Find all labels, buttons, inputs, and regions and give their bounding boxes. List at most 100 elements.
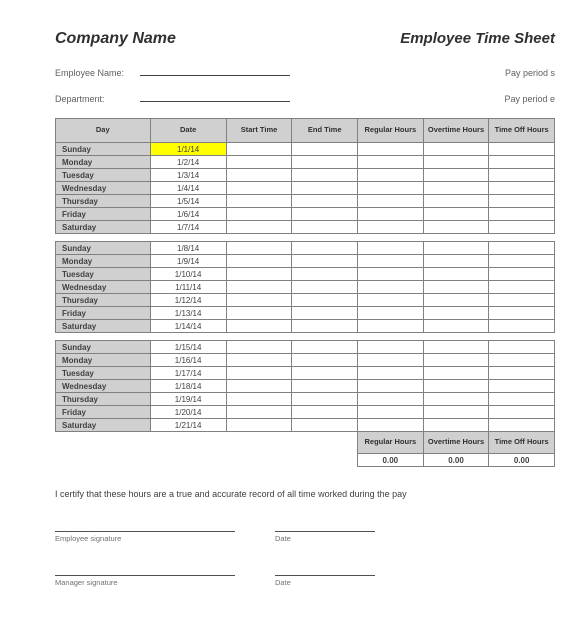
value-cell (292, 143, 358, 156)
day-cell: Wednesday (56, 182, 151, 195)
date-line-2 (275, 575, 375, 576)
value-cell (358, 268, 424, 281)
value-cell (292, 156, 358, 169)
value-cell (489, 242, 555, 255)
value-cell (226, 195, 292, 208)
date-cell: 1/3/14 (150, 169, 226, 182)
value-cell (226, 393, 292, 406)
employee-name-line (140, 66, 290, 76)
date-line-1 (275, 531, 375, 532)
value-cell (292, 195, 358, 208)
document-header: Company Name Employee Time Sheet (55, 30, 555, 48)
date-cell: 1/10/14 (150, 268, 226, 281)
table-row: Sunday1/1/14 (56, 143, 555, 156)
value-cell (226, 294, 292, 307)
value-cell (489, 195, 555, 208)
day-cell: Monday (56, 354, 151, 367)
value-cell (358, 406, 424, 419)
value-cell (489, 393, 555, 406)
totals-value-cell: 0.00 (423, 454, 489, 467)
date-cell: 1/20/14 (150, 406, 226, 419)
value-cell (292, 255, 358, 268)
value-cell (423, 143, 489, 156)
value-cell (423, 294, 489, 307)
value-cell (226, 221, 292, 234)
date-cell: 1/5/14 (150, 195, 226, 208)
table-row: Sunday1/15/14 (56, 341, 555, 354)
date-cell: 1/7/14 (150, 221, 226, 234)
value-cell (358, 307, 424, 320)
value-cell (489, 156, 555, 169)
value-cell (489, 255, 555, 268)
value-cell (226, 156, 292, 169)
col-end: End Time (292, 119, 358, 143)
employee-name-label: Employee Name: (55, 68, 140, 78)
value-cell (292, 169, 358, 182)
value-cell (358, 242, 424, 255)
value-cell (489, 367, 555, 380)
value-cell (292, 307, 358, 320)
value-cell (358, 294, 424, 307)
company-name: Company Name (55, 30, 176, 48)
day-cell: Monday (56, 255, 151, 268)
day-cell: Thursday (56, 294, 151, 307)
value-cell (489, 320, 555, 333)
table-row: Thursday1/12/14 (56, 294, 555, 307)
value-cell (489, 268, 555, 281)
totals-header-cell: Time Off Hours (489, 432, 555, 454)
value-cell (489, 341, 555, 354)
value-cell (489, 354, 555, 367)
value-cell (358, 143, 424, 156)
value-cell (226, 419, 292, 432)
table-row: Monday1/2/14 (56, 156, 555, 169)
value-cell (358, 354, 424, 367)
value-cell (292, 419, 358, 432)
day-cell: Saturday (56, 419, 151, 432)
value-cell (226, 182, 292, 195)
value-cell (226, 242, 292, 255)
signature-block-2: Manager signature Date (55, 575, 555, 587)
gap-row (56, 333, 555, 341)
table-header-row: Day Date Start Time End Time Regular Hou… (56, 119, 555, 143)
manager-signature-label: Manager signature (55, 578, 235, 587)
value-cell (292, 380, 358, 393)
totals-value-row: 0.000.000.00 (56, 454, 555, 467)
value-cell (423, 354, 489, 367)
day-cell: Sunday (56, 341, 151, 354)
value-cell (226, 307, 292, 320)
value-cell (358, 341, 424, 354)
employee-signature-label: Employee signature (55, 534, 235, 543)
value-cell (423, 156, 489, 169)
certify-statement: I certify that these hours are a true an… (55, 489, 555, 499)
day-cell: Friday (56, 208, 151, 221)
col-date: Date (150, 119, 226, 143)
table-row: Wednesday1/18/14 (56, 380, 555, 393)
day-cell: Monday (56, 156, 151, 169)
employee-name-row: Employee Name: Pay period s (55, 66, 555, 78)
value-cell (423, 169, 489, 182)
value-cell (489, 406, 555, 419)
col-timeoff: Time Off Hours (489, 119, 555, 143)
value-cell (292, 294, 358, 307)
table-row: Friday1/13/14 (56, 307, 555, 320)
value-cell (226, 268, 292, 281)
date-cell: 1/12/14 (150, 294, 226, 307)
value-cell (358, 195, 424, 208)
value-cell (489, 380, 555, 393)
value-cell (226, 341, 292, 354)
date-cell: 1/2/14 (150, 156, 226, 169)
value-cell (423, 255, 489, 268)
day-cell: Thursday (56, 195, 151, 208)
value-cell (489, 143, 555, 156)
value-cell (358, 393, 424, 406)
value-cell (292, 367, 358, 380)
value-cell (292, 320, 358, 333)
table-row: Tuesday1/17/14 (56, 367, 555, 380)
totals-value-cell: 0.00 (358, 454, 424, 467)
date-cell: 1/14/14 (150, 320, 226, 333)
table-row: Sunday1/8/14 (56, 242, 555, 255)
date-cell: 1/13/14 (150, 307, 226, 320)
value-cell (226, 169, 292, 182)
value-cell (423, 380, 489, 393)
value-cell (292, 406, 358, 419)
